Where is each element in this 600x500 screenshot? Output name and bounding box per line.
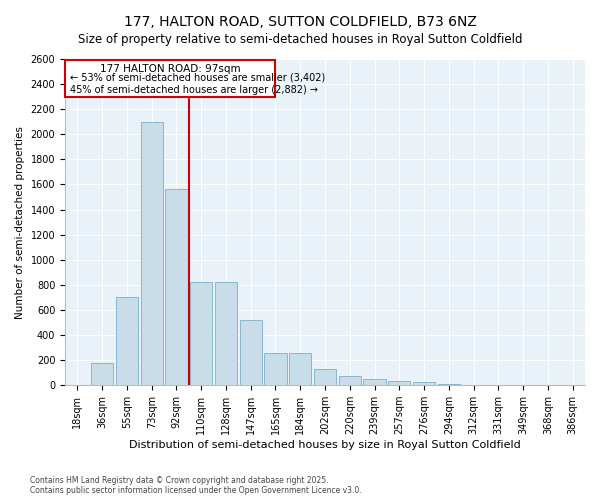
- Bar: [289, 353, 311, 385]
- Text: 45% of semi-detached houses are larger (2,882) →: 45% of semi-detached houses are larger (…: [70, 84, 318, 94]
- Bar: [116, 298, 138, 385]
- Text: 177 HALTON ROAD: 97sqm: 177 HALTON ROAD: 97sqm: [100, 64, 241, 74]
- Bar: [140, 122, 163, 385]
- Bar: [166, 190, 188, 385]
- Bar: [215, 282, 237, 385]
- Bar: [265, 353, 287, 385]
- Bar: [437, 384, 460, 385]
- FancyBboxPatch shape: [65, 60, 275, 96]
- Bar: [190, 282, 212, 385]
- Bar: [91, 364, 113, 385]
- Text: ← 53% of semi-detached houses are smaller (3,402): ← 53% of semi-detached houses are smalle…: [70, 72, 325, 82]
- Bar: [364, 379, 386, 385]
- Bar: [413, 382, 435, 385]
- Bar: [338, 376, 361, 385]
- X-axis label: Distribution of semi-detached houses by size in Royal Sutton Coldfield: Distribution of semi-detached houses by …: [129, 440, 521, 450]
- Bar: [314, 369, 336, 385]
- Bar: [239, 320, 262, 385]
- Text: Contains HM Land Registry data © Crown copyright and database right 2025.
Contai: Contains HM Land Registry data © Crown c…: [30, 476, 362, 495]
- Text: Size of property relative to semi-detached houses in Royal Sutton Coldfield: Size of property relative to semi-detach…: [78, 32, 522, 46]
- Text: 177, HALTON ROAD, SUTTON COLDFIELD, B73 6NZ: 177, HALTON ROAD, SUTTON COLDFIELD, B73 …: [124, 15, 476, 29]
- Bar: [463, 384, 485, 385]
- Bar: [66, 384, 89, 385]
- Y-axis label: Number of semi-detached properties: Number of semi-detached properties: [15, 126, 25, 318]
- Bar: [388, 382, 410, 385]
